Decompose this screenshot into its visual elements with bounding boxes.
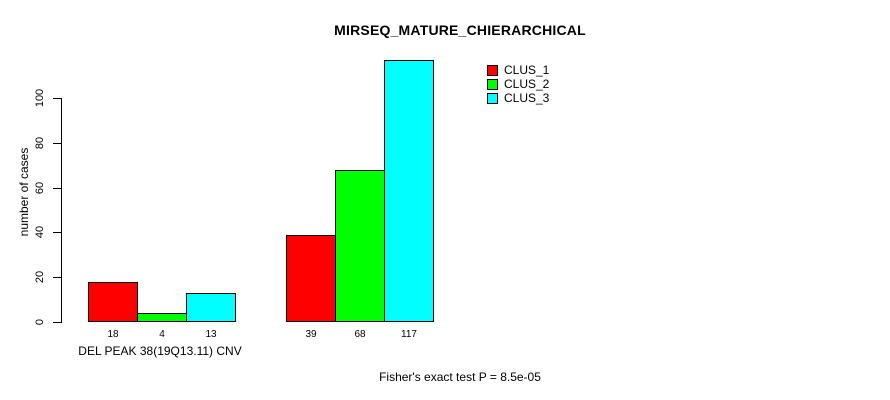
bar-value-label: 13 xyxy=(205,329,217,340)
chart-title: MIRSEQ_MATURE_CHIERARCHICAL xyxy=(334,22,586,38)
legend-swatch-icon xyxy=(487,78,498,90)
bar-value-label: 18 xyxy=(107,329,119,340)
x-axis-label: DEL PEAK 38(19Q13.11) CNV xyxy=(78,344,242,358)
legend-swatch-icon xyxy=(487,64,498,76)
bar-clus_1-group1 xyxy=(88,282,138,322)
bar-value-label: 117 xyxy=(401,329,417,340)
y-tick-line xyxy=(53,143,61,144)
bar-value-label: 68 xyxy=(354,329,366,340)
y-tick-line xyxy=(53,98,61,99)
legend-row-clus_3: CLUS_3 xyxy=(487,91,549,105)
legend-label: CLUS_1 xyxy=(504,63,550,77)
bar-clus_2-group2 xyxy=(335,170,385,322)
y-tick-line xyxy=(53,188,61,189)
bar-value-label: 39 xyxy=(305,329,317,340)
y-tick-label: 40 xyxy=(34,225,46,239)
y-tick-label: 80 xyxy=(34,136,46,150)
bar-clus_1-group2 xyxy=(286,235,336,322)
bar-clus_3-group1 xyxy=(186,293,236,322)
y-tick-line xyxy=(53,322,61,323)
legend-swatch-icon xyxy=(487,92,498,104)
y-tick-label: 60 xyxy=(34,181,46,195)
legend-label: CLUS_2 xyxy=(504,77,550,91)
y-tick-label: 20 xyxy=(34,270,46,284)
y-tick-label: 0 xyxy=(34,318,46,326)
legend-row-clus_2: CLUS_2 xyxy=(487,77,549,91)
legend-row-clus_1: CLUS_1 xyxy=(487,63,549,77)
bar-clus_2-group1 xyxy=(137,313,187,322)
y-tick-line xyxy=(53,277,61,278)
stat-test-note: Fisher's exact test P = 8.5e-05 xyxy=(379,370,541,384)
legend: CLUS_1 CLUS_2 CLUS_3 xyxy=(487,63,549,105)
bar-clus_3-group2 xyxy=(384,60,434,322)
bar-value-label: 4 xyxy=(159,329,165,340)
y-tick-label: 100 xyxy=(34,88,46,108)
y-tick-line xyxy=(53,232,61,233)
legend-label: CLUS_3 xyxy=(504,91,550,105)
y-axis-label: number of cases xyxy=(17,147,31,237)
y-axis-line xyxy=(61,98,62,323)
